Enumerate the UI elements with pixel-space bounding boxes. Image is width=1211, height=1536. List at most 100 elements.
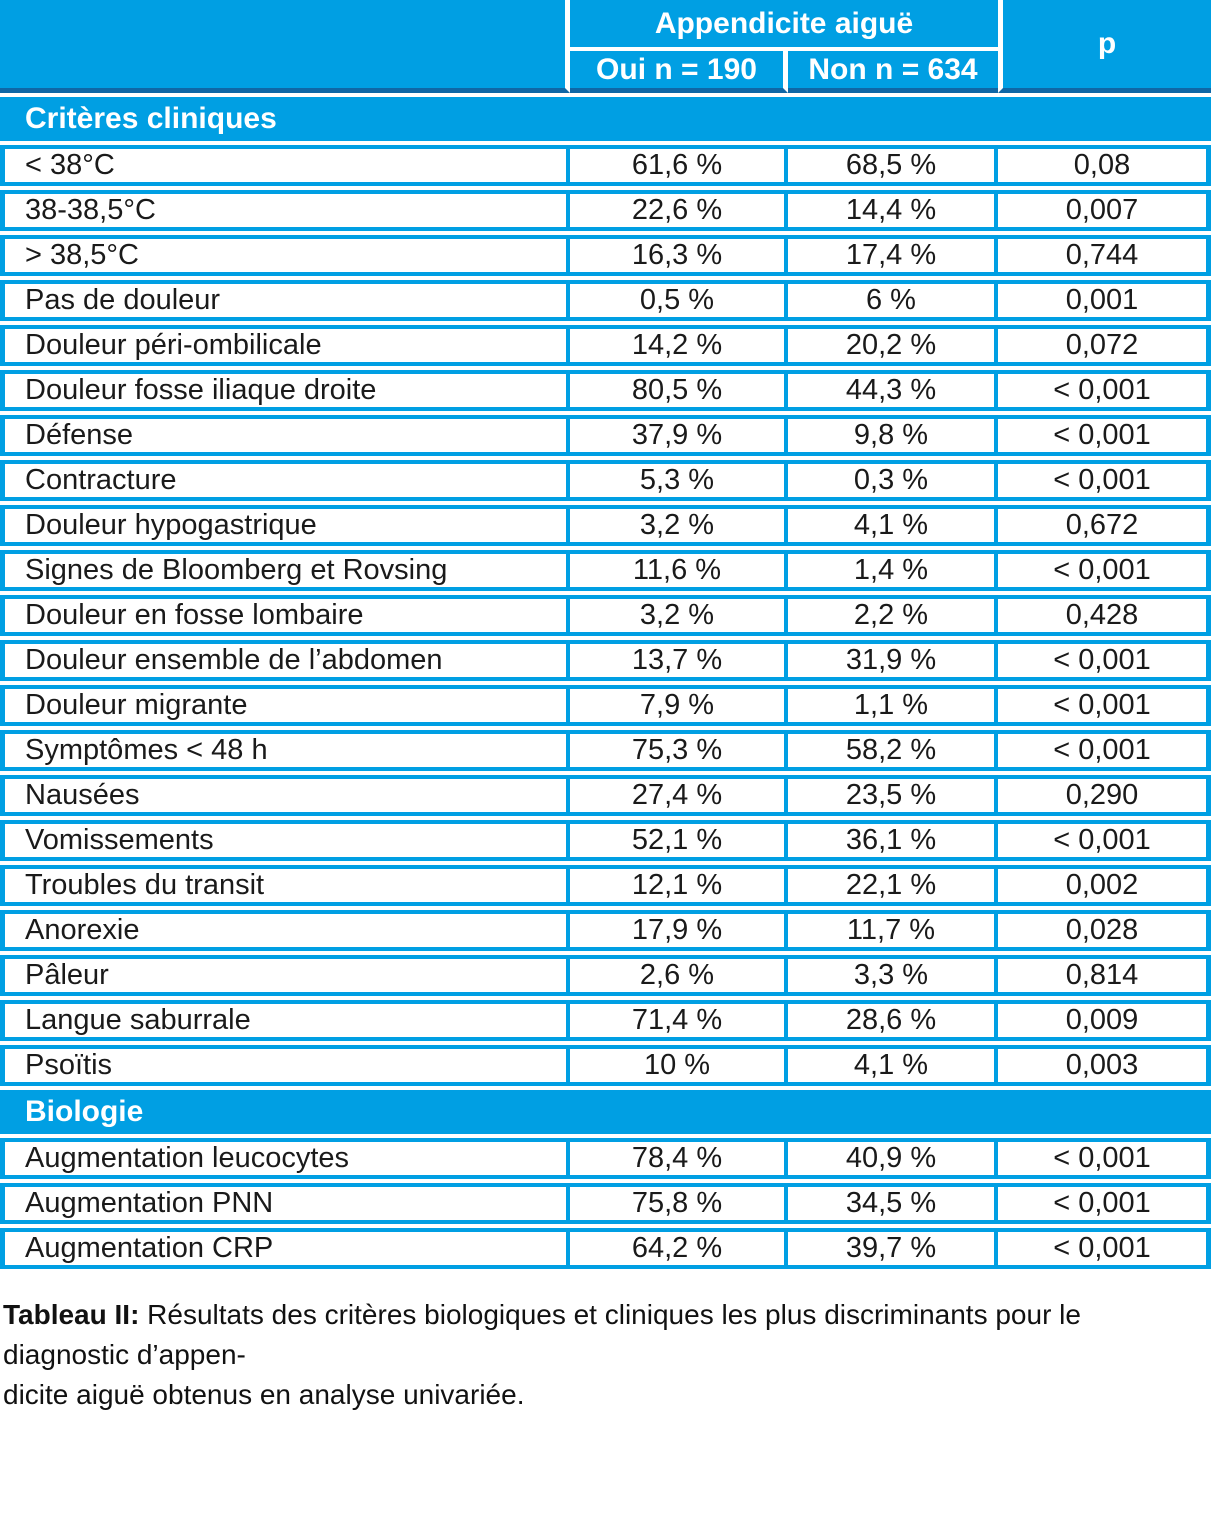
value-non: 14,4 % xyxy=(788,190,998,231)
value-oui: 71,4 % xyxy=(570,1000,788,1041)
value-oui: 12,1 % xyxy=(570,865,788,906)
table-row: Douleur hypogastrique 3,2 % 4,1 % 0,672 xyxy=(0,505,1211,546)
row-label: 38-38,5°C xyxy=(0,190,570,231)
table-row: Défense 37,9 % 9,8 % < 0,001 xyxy=(0,415,1211,456)
value-oui: 27,4 % xyxy=(570,775,788,816)
table-row: Augmentation leucocytes 78,4 % 40,9 % < … xyxy=(0,1138,1211,1179)
header-group-appendicite: Appendicite aiguë xyxy=(570,0,998,47)
value-non: 4,1 % xyxy=(788,1045,998,1086)
value-oui: 14,2 % xyxy=(570,325,788,366)
table-row: Symptômes < 48 h 75,3 % 58,2 % < 0,001 xyxy=(0,730,1211,771)
table-row: Signes de Bloomberg et Rovsing 11,6 % 1,… xyxy=(0,550,1211,591)
value-p: 0,003 xyxy=(998,1045,1211,1086)
value-p: 0,08 xyxy=(998,145,1211,186)
table-row: Nausées 27,4 % 23,5 % 0,290 xyxy=(0,775,1211,816)
row-label: Douleur ensemble de l’abdomen xyxy=(0,640,570,681)
row-label: Défense xyxy=(0,415,570,456)
value-non: 34,5 % xyxy=(788,1183,998,1224)
value-oui: 17,9 % xyxy=(570,910,788,951)
row-label: Augmentation CRP xyxy=(0,1228,570,1269)
value-oui: 80,5 % xyxy=(570,370,788,411)
section-header: Critères cliniques xyxy=(0,97,1211,141)
value-p: 0,290 xyxy=(998,775,1211,816)
row-label: < 38°C xyxy=(0,145,570,186)
value-oui: 75,3 % xyxy=(570,730,788,771)
value-non: 22,1 % xyxy=(788,865,998,906)
value-p: < 0,001 xyxy=(998,1138,1211,1179)
table-row: Douleur fosse iliaque droite 80,5 % 44,3… xyxy=(0,370,1211,411)
row-label: Anorexie xyxy=(0,910,570,951)
table-row: < 38°C 61,6 % 68,5 % 0,08 xyxy=(0,145,1211,186)
value-p: < 0,001 xyxy=(998,460,1211,501)
value-non: 17,4 % xyxy=(788,235,998,276)
value-p: < 0,001 xyxy=(998,640,1211,681)
value-non: 4,1 % xyxy=(788,505,998,546)
value-oui: 13,7 % xyxy=(570,640,788,681)
value-p: < 0,001 xyxy=(998,415,1211,456)
value-non: 58,2 % xyxy=(788,730,998,771)
value-oui: 5,3 % xyxy=(570,460,788,501)
row-label: Symptômes < 48 h xyxy=(0,730,570,771)
value-p: 0,001 xyxy=(998,280,1211,321)
header-col-non: Non n = 634 xyxy=(788,51,998,93)
table-row: Augmentation CRP 64,2 % 39,7 % < 0,001 xyxy=(0,1228,1211,1269)
value-p: 0,672 xyxy=(998,505,1211,546)
row-label: Douleur fosse iliaque droite xyxy=(0,370,570,411)
table-row: 38-38,5°C 22,6 % 14,4 % 0,007 xyxy=(0,190,1211,231)
row-label: Vomissements xyxy=(0,820,570,861)
value-non: 1,4 % xyxy=(788,550,998,591)
table-row: Troubles du transit 12,1 % 22,1 % 0,002 xyxy=(0,865,1211,906)
value-oui: 11,6 % xyxy=(570,550,788,591)
header-col-oui: Oui n = 190 xyxy=(570,51,788,93)
row-label: Nausées xyxy=(0,775,570,816)
value-oui: 75,8 % xyxy=(570,1183,788,1224)
row-label: Douleur péri-ombilicale xyxy=(0,325,570,366)
value-p: 0,428 xyxy=(998,595,1211,636)
value-p: < 0,001 xyxy=(998,820,1211,861)
value-non: 44,3 % xyxy=(788,370,998,411)
value-p: < 0,001 xyxy=(998,685,1211,726)
value-p: 0,072 xyxy=(998,325,1211,366)
value-non: 3,3 % xyxy=(788,955,998,996)
row-label: Troubles du transit xyxy=(0,865,570,906)
header-col-p: p xyxy=(998,0,1211,93)
table-row: Douleur ensemble de l’abdomen 13,7 % 31,… xyxy=(0,640,1211,681)
value-p: 0,744 xyxy=(998,235,1211,276)
value-p: < 0,001 xyxy=(998,550,1211,591)
caption-text-line1: Résultats des critères biologiques et cl… xyxy=(3,1299,1081,1370)
table-row: Contracture 5,3 % 0,3 % < 0,001 xyxy=(0,460,1211,501)
table-body: Critères cliniques < 38°C 61,6 % 68,5 % … xyxy=(0,97,1211,1269)
header-corner-cell xyxy=(0,0,570,93)
value-oui: 61,6 % xyxy=(570,145,788,186)
value-non: 6 % xyxy=(788,280,998,321)
section-row: Biologie xyxy=(0,1090,1211,1134)
value-non: 20,2 % xyxy=(788,325,998,366)
table-row: Pâleur 2,6 % 3,3 % 0,814 xyxy=(0,955,1211,996)
row-label: Augmentation leucocytes xyxy=(0,1138,570,1179)
table-row: Pas de douleur 0,5 % 6 % 0,001 xyxy=(0,280,1211,321)
row-label: Contracture xyxy=(0,460,570,501)
value-oui: 3,2 % xyxy=(570,595,788,636)
table-row: Psoïtis 10 % 4,1 % 0,003 xyxy=(0,1045,1211,1086)
table-row: Douleur migrante 7,9 % 1,1 % < 0,001 xyxy=(0,685,1211,726)
row-label: Douleur en fosse lombaire xyxy=(0,595,570,636)
value-oui: 52,1 % xyxy=(570,820,788,861)
table-row: Augmentation PNN 75,8 % 34,5 % < 0,001 xyxy=(0,1183,1211,1224)
row-label: Psoïtis xyxy=(0,1045,570,1086)
value-oui: 0,5 % xyxy=(570,280,788,321)
table-row: Douleur péri-ombilicale 14,2 % 20,2 % 0,… xyxy=(0,325,1211,366)
section-header: Biologie xyxy=(0,1090,1211,1134)
value-non: 31,9 % xyxy=(788,640,998,681)
value-oui: 7,9 % xyxy=(570,685,788,726)
table-row: Langue saburrale 71,4 % 28,6 % 0,009 xyxy=(0,1000,1211,1041)
value-non: 39,7 % xyxy=(788,1228,998,1269)
value-p: 0,814 xyxy=(998,955,1211,996)
value-non: 36,1 % xyxy=(788,820,998,861)
value-non: 28,6 % xyxy=(788,1000,998,1041)
row-label: > 38,5°C xyxy=(0,235,570,276)
value-non: 40,9 % xyxy=(788,1138,998,1179)
table-row: Anorexie 17,9 % 11,7 % 0,028 xyxy=(0,910,1211,951)
value-oui: 64,2 % xyxy=(570,1228,788,1269)
value-p: 0,002 xyxy=(998,865,1211,906)
value-non: 0,3 % xyxy=(788,460,998,501)
